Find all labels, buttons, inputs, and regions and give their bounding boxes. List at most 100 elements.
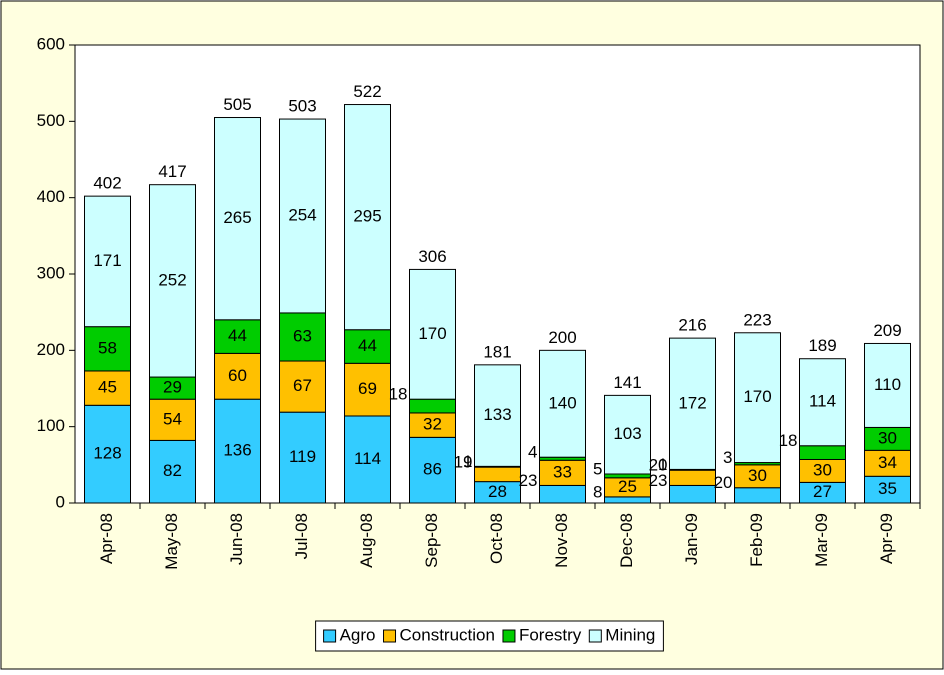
data-label: 170	[418, 324, 446, 343]
bar-segment	[604, 496, 651, 504]
y-tick-label: 0	[56, 492, 65, 511]
legend-swatch	[502, 629, 516, 643]
total-label: 306	[418, 247, 446, 266]
bar-segment	[539, 349, 586, 458]
data-label: 114	[354, 449, 381, 468]
data-label: 295	[353, 207, 381, 226]
data-label: 5	[593, 459, 602, 478]
x-tick-label: Oct-08	[487, 513, 506, 564]
bar-segment	[864, 342, 911, 428]
total-label: 417	[158, 162, 186, 181]
bar-segment	[279, 312, 326, 362]
x-tick-label: Jul-08	[292, 513, 311, 559]
data-label: 19	[454, 453, 473, 472]
x-tick-label: May-08	[162, 513, 181, 570]
x-tick-label: Nov-08	[552, 513, 571, 568]
data-label: 45	[98, 378, 117, 397]
data-label: 128	[93, 444, 121, 463]
total-label: 505	[223, 95, 251, 114]
bar-segment	[344, 415, 391, 504]
data-label: 265	[223, 208, 251, 227]
data-label: 133	[483, 405, 511, 424]
bar-segment	[214, 319, 261, 354]
y-tick-label: 300	[37, 263, 65, 282]
data-label: 54	[163, 409, 182, 428]
bar-segment	[539, 459, 586, 486]
x-tick-label: Dec-08	[617, 513, 636, 568]
data-label: 140	[548, 393, 576, 412]
total-label: 200	[548, 328, 576, 347]
legend-box	[315, 620, 664, 652]
data-label: 30	[878, 428, 897, 447]
data-label: 119	[289, 447, 316, 466]
data-label: 60	[228, 366, 247, 385]
data-label: 171	[93, 251, 121, 270]
y-tick-label: 200	[37, 340, 65, 359]
data-label: 28	[488, 482, 507, 501]
legend-swatch	[323, 629, 337, 643]
data-label: 8	[593, 482, 602, 501]
total-label: 141	[613, 373, 641, 392]
data-label: 252	[158, 270, 186, 289]
y-tick-label: 100	[37, 416, 65, 435]
bar-segment	[474, 466, 521, 483]
bar-segment	[84, 404, 131, 504]
data-label: 33	[553, 462, 572, 481]
y-tick-label: 400	[37, 187, 65, 206]
x-tick-label: Mar-09	[812, 513, 831, 567]
bar-segment	[344, 362, 391, 417]
bar-segment	[669, 469, 716, 486]
data-label: 63	[293, 326, 312, 345]
bar-segment	[799, 358, 846, 447]
data-label: 114	[809, 392, 836, 411]
legend-label: Mining	[605, 625, 655, 644]
x-tick-label: Feb-09	[747, 513, 766, 567]
bar-segment	[734, 332, 781, 464]
legend-swatch	[383, 629, 397, 643]
legend-label: Construction	[400, 625, 495, 644]
bar-segment	[669, 337, 716, 470]
data-label: 25	[618, 477, 637, 496]
total-label: 216	[678, 316, 706, 335]
bar-segment	[409, 398, 456, 414]
data-label: 23	[519, 471, 538, 490]
total-label: 522	[353, 82, 381, 101]
bar-segment	[279, 360, 326, 413]
data-label: 32	[423, 415, 442, 434]
legend-label: Agro	[340, 625, 376, 644]
bar-segment	[864, 449, 911, 477]
bar-segment	[734, 487, 781, 504]
bar-segment	[214, 117, 261, 321]
total-label: 209	[873, 321, 901, 340]
data-label: 103	[613, 424, 641, 443]
data-label: 82	[163, 461, 182, 480]
data-label: 34	[878, 453, 897, 472]
legend-label: Forestry	[519, 625, 582, 644]
data-label: 44	[228, 326, 247, 345]
data-label: 35	[878, 479, 897, 498]
total-label: 503	[288, 97, 316, 116]
total-label: 189	[808, 336, 836, 355]
data-label: 30	[748, 466, 767, 485]
data-label: 67	[293, 376, 312, 395]
data-label: 69	[358, 379, 377, 398]
data-label: 58	[98, 338, 117, 357]
bar-segment	[864, 475, 911, 504]
bar-segment	[214, 398, 261, 504]
bar-segment	[149, 398, 196, 441]
bar-segment	[279, 411, 326, 504]
data-label: 27	[813, 482, 832, 501]
bar-segment	[344, 329, 391, 364]
x-tick-label: Apr-08	[97, 513, 116, 564]
bar-segment	[604, 394, 651, 475]
bar-segment	[279, 118, 326, 314]
data-label: 1	[658, 455, 667, 474]
data-label: 4	[528, 443, 537, 462]
bar-segment	[84, 326, 131, 372]
data-label: 172	[678, 393, 706, 412]
y-tick-label: 500	[37, 111, 65, 130]
bar-segment	[344, 104, 391, 331]
total-label: 181	[483, 342, 511, 361]
x-tick-label: Jan-09	[682, 513, 701, 565]
